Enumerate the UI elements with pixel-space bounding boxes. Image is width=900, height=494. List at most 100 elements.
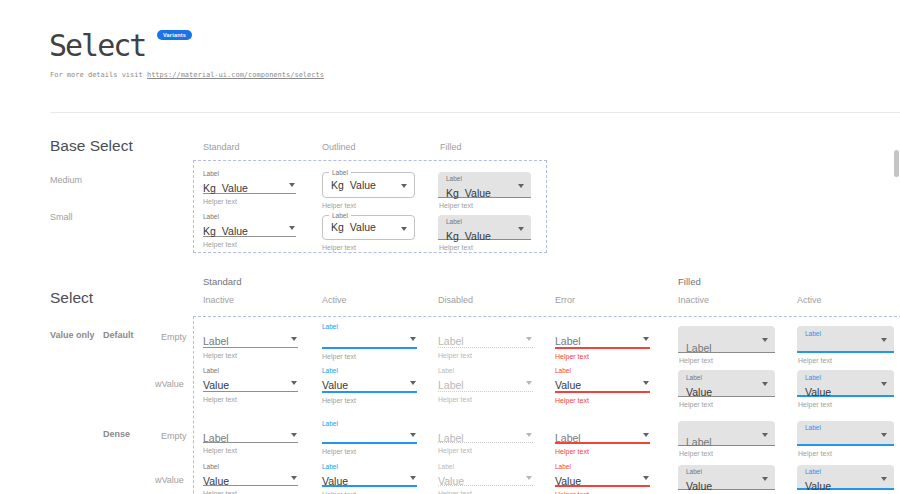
select-control[interactable]: Label KgValue [322,172,415,198]
select-control[interactable]: Label Value [678,465,775,490]
select-control[interactable]: Label [555,331,650,349]
select-label: Label [322,419,417,428]
base-outlined-small-select: Label KgValue Helper text [322,215,415,251]
select-control[interactable]: Label KgValue [438,215,531,240]
helper-text: Helper text [322,244,415,251]
select-states-heading: Select [50,289,93,307]
chevron-down-icon [643,337,649,341]
helper-text: Helper text [438,490,533,494]
select-value: Value [805,480,831,492]
select-control[interactable]: Label [438,428,533,443]
base-row-medium: Medium [50,175,82,185]
select-label: Label [203,462,298,471]
select-value: Label [555,335,581,347]
base-filled-small-select: Label KgValue Helper text [438,215,531,251]
helper-text: Helper text [438,447,533,454]
select-label: Label [438,366,533,375]
select-control[interactable]: Label KgValue [438,172,531,198]
select-label: Label [555,366,650,375]
chevron-down-icon [526,476,532,480]
select-control[interactable]: Label [797,421,894,446]
base-col-filled: Filled [440,142,462,152]
select-dense-filled-inactive-empty: Label Helper text [678,421,775,457]
chevron-down-icon [762,477,768,481]
select-value: Value [555,475,581,487]
select-std-error-empty: Label Helper text [555,322,650,360]
chevron-down-icon [291,476,297,480]
chevron-down-icon [881,338,887,342]
base-standard-medium-select: Label KgValue Helper text [203,169,296,205]
select-value: Value [555,379,581,391]
helper-text: Helper text [322,353,417,360]
helper-text: Helper text [322,202,415,209]
select-label [438,419,533,428]
vertical-scrollbar[interactable] [894,150,899,177]
select-adornment: Kg [203,182,216,194]
select-value: Label [203,335,229,347]
select-value: Label [438,432,464,444]
select-label [203,419,298,428]
base-filled-medium-select: Label KgValue Helper text [438,172,531,209]
select-filled-inactive-wvalue: Label Value Helper text [678,370,775,408]
select-label: Label [329,212,351,220]
chevron-down-icon [881,477,887,481]
base-standard-small-select: Label KgValue Helper text [203,212,296,248]
select-dense-std-error-empty: Label Helper text [555,419,650,455]
helper-text: Helper text [203,352,298,359]
select-control[interactable]: Value [322,471,417,487]
helper-text: Helper text [203,241,296,248]
chevron-down-icon [643,433,649,437]
select-filled-inactive-empty: Label Helper text [678,326,775,364]
select-value: Label [555,432,581,444]
select-control[interactable]: Value [555,375,650,393]
select-control[interactable]: Label [678,326,775,353]
select-control[interactable]: Value [438,471,533,486]
select-control[interactable]: Label Value [797,465,894,490]
select-value: Value [203,475,229,487]
select-control[interactable]: Label [678,421,775,446]
col-filled-inactive: Inactive [678,295,709,305]
select-control[interactable]: Label [438,331,533,348]
select-control[interactable]: Label [438,375,533,392]
select-adornment: Kg [446,230,459,242]
select-label: Label [329,169,351,177]
select-label: Label [805,329,886,338]
select-control[interactable]: Label [555,428,650,444]
chevron-down-icon [291,381,297,385]
select-label: Label [805,423,886,432]
select-label: Label [438,462,533,471]
select-control[interactable]: Value [322,375,417,393]
row-default-empty: Empty [161,332,187,342]
select-value: Value [465,230,491,242]
select-control[interactable]: Value [203,375,298,392]
select-control[interactable]: Value [555,471,650,487]
select-value: Label [686,436,712,448]
select-control[interactable]: Label KgValue [322,215,415,240]
chevron-down-icon [410,433,416,437]
select-dense-std-inactive-empty: Label Helper text [203,419,298,454]
docs-link[interactable]: https://material-ui.com/components/selec… [147,71,324,79]
select-control[interactable]: Label [203,428,298,443]
select-value: Value [350,221,376,233]
chevron-down-icon [410,337,416,341]
base-select-heading: Base Select [50,137,133,155]
select-control[interactable]: Label Value [797,370,894,397]
select-control[interactable]: Label Value [678,370,775,397]
select-control[interactable]: Value [203,471,298,486]
chevron-down-icon [762,433,768,437]
select-control[interactable]: KgValue [203,178,296,194]
group-filled: Filled [678,276,701,287]
select-std-error-wvalue: Label Value Helper text [555,366,650,404]
select-control[interactable]: Label [797,326,894,353]
chevron-down-icon [526,433,532,437]
select-control[interactable] [322,428,417,444]
select-states-canvas [193,316,900,494]
chevron-down-icon [518,227,524,231]
select-std-disabled-wvalue: Label Label Helper text [438,366,533,403]
helper-text: Helper text [678,357,775,364]
select-control[interactable] [322,331,417,349]
select-label: Label [203,366,298,375]
select-control[interactable]: Label [203,331,298,348]
select-control[interactable]: KgValue [203,221,296,237]
row-dense-empty: Empty [161,431,187,441]
